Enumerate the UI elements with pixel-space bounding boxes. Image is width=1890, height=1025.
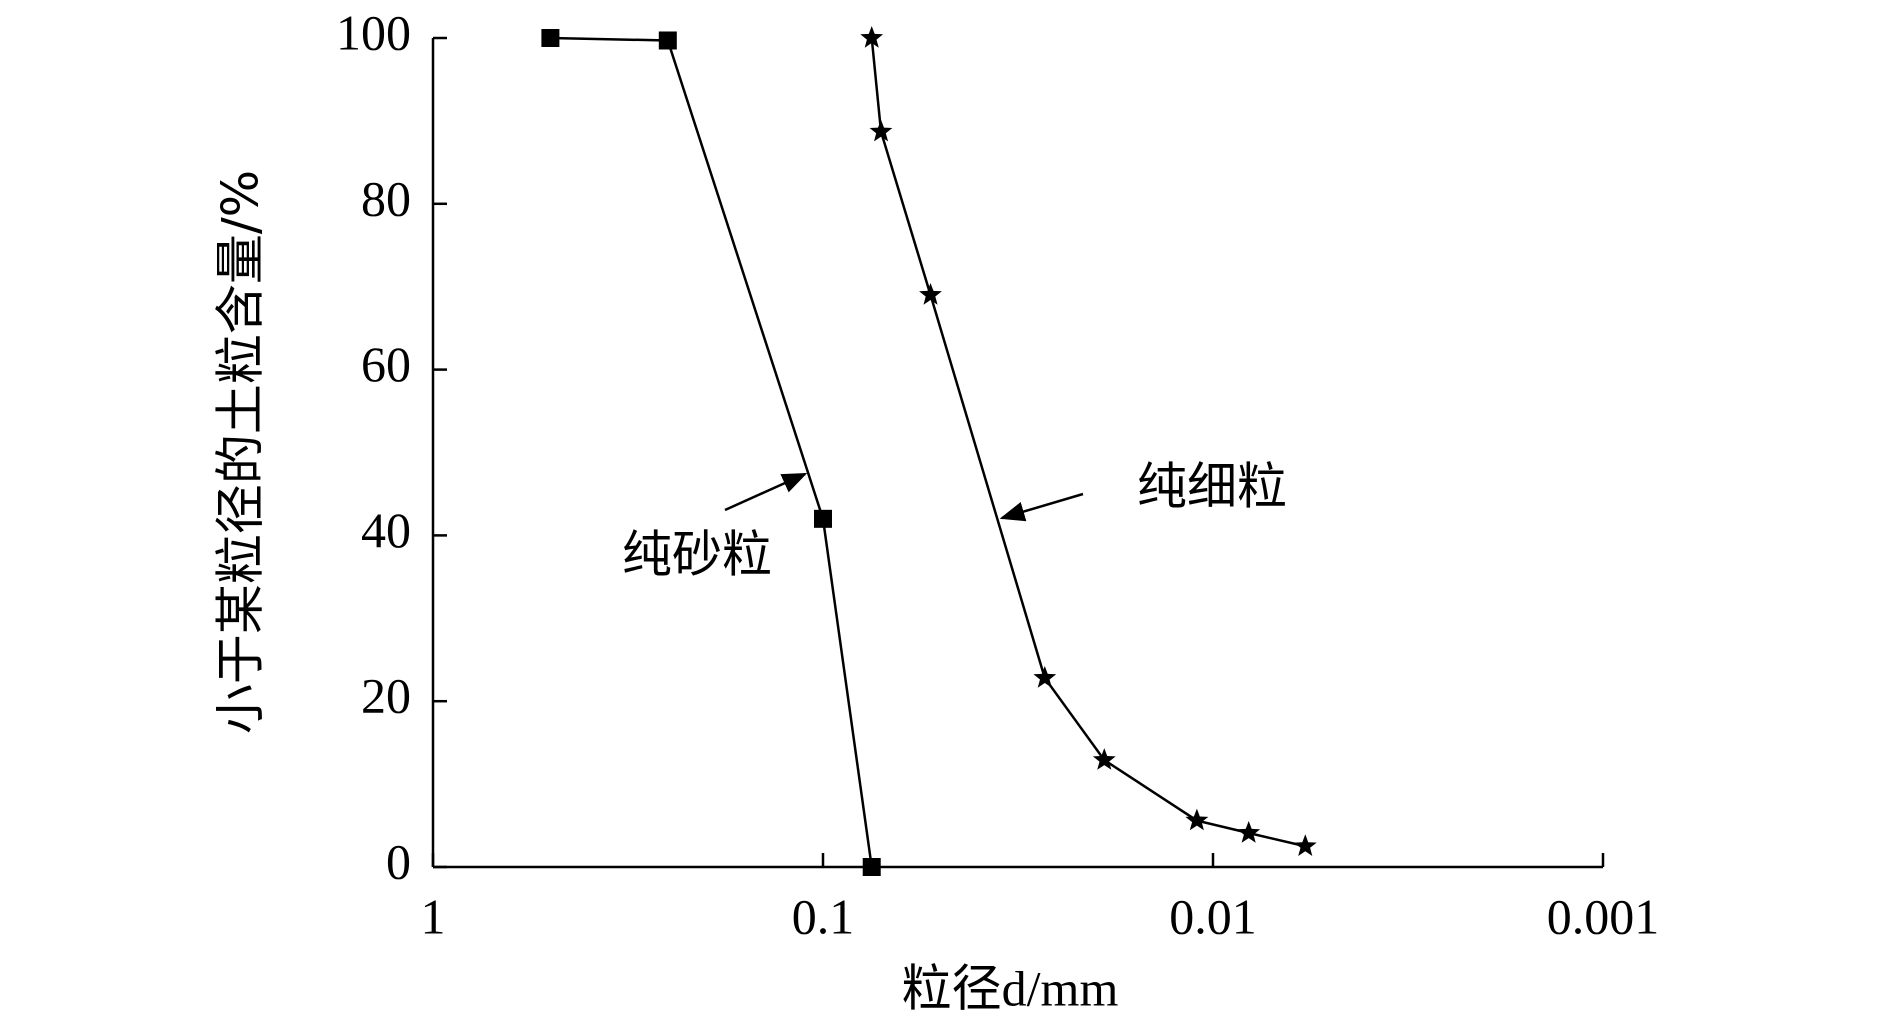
x-tick-label: 1	[421, 888, 446, 944]
marker	[1237, 821, 1261, 843]
marker	[1293, 834, 1317, 856]
x-tick-label: 0.001	[1547, 888, 1660, 944]
marker	[860, 26, 884, 48]
marker	[1092, 748, 1116, 770]
y-tick-label: 100	[336, 4, 411, 60]
series-line	[870, 37, 1306, 848]
x-axis-label: 粒径d/mm	[902, 960, 1119, 1016]
x-tick-label: 0.1	[792, 888, 855, 944]
marker	[541, 29, 560, 47]
marker	[1185, 808, 1209, 831]
y-tick-label: 80	[361, 170, 411, 226]
x-tick-label: 0.01	[1169, 888, 1257, 944]
annotation-arrow	[999, 492, 1084, 522]
annotation: 纯细粒	[1137, 458, 1287, 516]
annotation: 纯砂粒	[622, 526, 772, 584]
marker	[919, 283, 942, 305]
marker	[869, 119, 893, 142]
y-tick-label: 20	[361, 668, 411, 724]
marker	[658, 31, 677, 50]
annotation-arrow	[724, 472, 808, 512]
marker	[1033, 666, 1057, 688]
marker	[862, 858, 881, 876]
y-tick-label: 60	[361, 336, 411, 392]
y-tick-label: 40	[361, 502, 411, 558]
y-tick-label: 0	[386, 833, 411, 889]
series-line	[550, 36, 873, 868]
y-axis-label: 小于某粒径的土粒含量/%	[212, 170, 270, 734]
marker	[814, 509, 832, 528]
